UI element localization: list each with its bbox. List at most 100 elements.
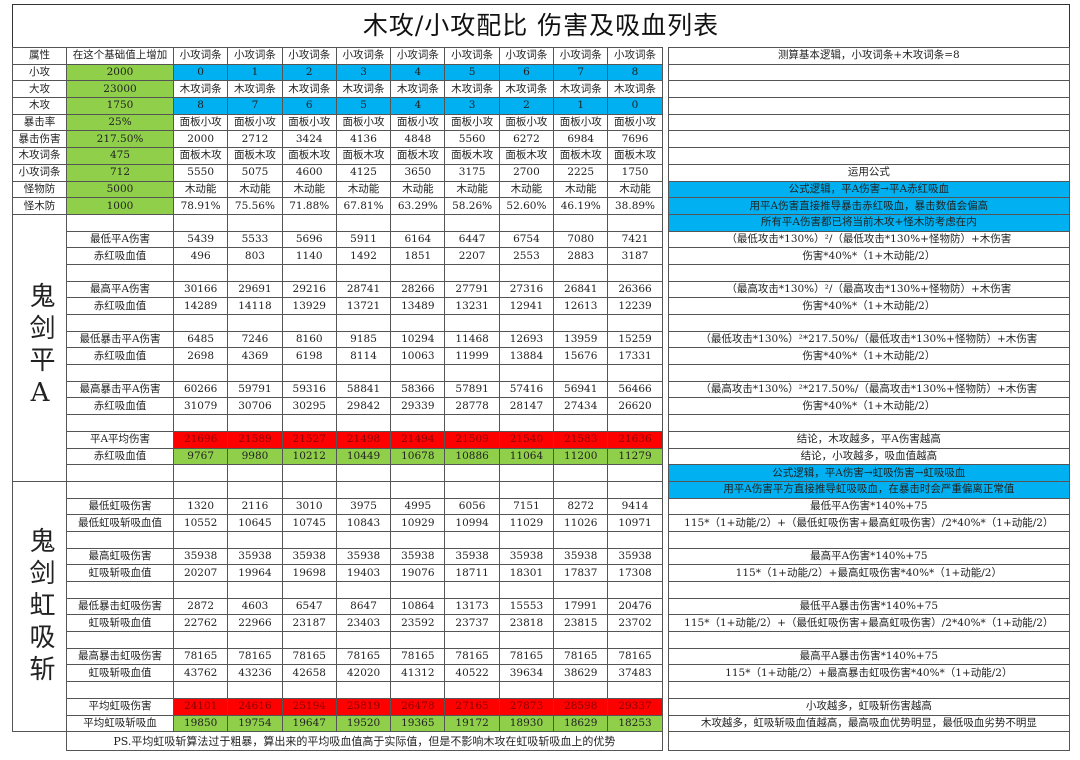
note-cell[interactable] [667, 147, 1071, 165]
value-cell[interactable]: 24616 [227, 697, 283, 716]
param-cell[interactable]: 面板小攻 [335, 113, 392, 132]
value-cell[interactable] [390, 530, 446, 549]
param-cell[interactable]: 木攻词条 [172, 80, 229, 99]
value-cell[interactable]: 21589 [227, 430, 283, 449]
value-cell[interactable] [498, 581, 555, 599]
value-cell[interactable]: 1492 [335, 247, 392, 265]
value-cell[interactable] [281, 263, 337, 282]
param-cell[interactable]: 1750 [607, 163, 663, 182]
value-cell[interactable] [335, 581, 392, 599]
value-cell[interactable]: 17331 [607, 347, 663, 366]
value-cell[interactable]: 19403 [335, 564, 392, 582]
param-base[interactable]: 2000 [66, 63, 174, 82]
value-cell[interactable] [553, 581, 609, 599]
value-cell[interactable]: 21696 [172, 430, 229, 449]
value-cell[interactable] [553, 414, 609, 432]
section-label[interactable]: 鬼剑平A [12, 213, 67, 482]
param-cell[interactable]: 3175 [444, 163, 500, 182]
param-cell[interactable]: 面板小攻 [281, 113, 337, 132]
value-cell[interactable]: 22762 [172, 614, 229, 633]
param-cell[interactable]: 面板小攻 [172, 113, 229, 132]
value-cell[interactable]: 13884 [498, 347, 555, 366]
value-cell[interactable]: 21540 [498, 430, 555, 449]
value-cell[interactable]: 21583 [553, 430, 609, 449]
value-cell[interactable] [553, 631, 609, 649]
value-cell[interactable]: 19647 [281, 714, 337, 733]
value-cell[interactable]: 41312 [390, 664, 446, 683]
param-cell[interactable]: 面板小攻 [553, 113, 609, 132]
param-cell[interactable]: 78.91% [172, 197, 229, 215]
value-cell[interactable]: 13489 [390, 297, 446, 315]
value-cell[interactable] [444, 314, 500, 332]
param-cell[interactable]: 71.88% [281, 197, 337, 215]
param-cell[interactable]: 8 [172, 97, 229, 115]
value-cell[interactable]: 11029 [498, 514, 555, 532]
param-cell[interactable]: 木攻词条 [281, 80, 337, 99]
param-base[interactable]: 475 [66, 147, 174, 165]
param-cell[interactable]: 木动能 [172, 180, 229, 199]
value-cell[interactable]: 21527 [281, 430, 337, 449]
value-cell[interactable]: 4995 [390, 497, 446, 516]
row-label[interactable]: 最低虹吸斩吸血值 [66, 514, 174, 532]
value-cell[interactable] [335, 480, 392, 499]
header-col[interactable]: 小攻词条 [553, 47, 609, 65]
row-label[interactable]: 最低暴击虹吸伤害 [66, 597, 174, 616]
param-label[interactable]: 木攻词条 [12, 147, 67, 165]
value-cell[interactable] [553, 314, 609, 332]
value-cell[interactable]: 20207 [172, 564, 229, 582]
note-cell[interactable]: 伤害*40%*（1+木动能/2） [667, 297, 1071, 315]
value-cell[interactable]: 6198 [281, 347, 337, 366]
value-cell[interactable]: 56941 [553, 380, 609, 399]
row-label[interactable]: 赤红吸血值 [66, 247, 174, 265]
value-cell[interactable] [444, 263, 500, 282]
value-cell[interactable] [607, 631, 663, 649]
row-label[interactable]: 最低虹吸伤害 [66, 497, 174, 516]
param-cell[interactable]: 0 [607, 97, 663, 115]
param-cell[interactable]: 木动能 [281, 180, 337, 199]
row-label[interactable]: 最高虹吸伤害 [66, 547, 174, 566]
value-cell[interactable] [498, 530, 555, 549]
value-cell[interactable] [390, 681, 446, 699]
header-col[interactable]: 小攻词条 [172, 47, 229, 65]
row-label[interactable]: 最高暴击虹吸伤害 [66, 647, 174, 666]
value-cell[interactable]: 10678 [390, 447, 446, 466]
value-cell[interactable]: 19698 [281, 564, 337, 582]
value-cell[interactable] [390, 581, 446, 599]
param-cell[interactable]: 46.19% [553, 197, 609, 215]
value-cell[interactable]: 8114 [335, 347, 392, 366]
value-cell[interactable] [607, 530, 663, 549]
param-cell[interactable]: 2225 [553, 163, 609, 182]
value-cell[interactable]: 25194 [281, 697, 337, 716]
value-cell[interactable] [172, 464, 229, 482]
value-cell[interactable]: 22966 [227, 614, 283, 633]
header-col[interactable]: 小攻词条 [227, 47, 283, 65]
param-cell[interactable]: 木攻词条 [444, 80, 500, 99]
param-cell[interactable]: 木攻词条 [607, 80, 663, 99]
value-cell[interactable]: 35938 [281, 547, 337, 566]
value-cell[interactable]: 17308 [607, 564, 663, 582]
value-cell[interactable]: 20476 [607, 597, 663, 616]
value-cell[interactable] [444, 464, 500, 482]
param-cell[interactable]: 木动能 [227, 180, 283, 199]
value-cell[interactable]: 57891 [444, 380, 500, 399]
value-cell[interactable] [607, 681, 663, 699]
value-cell[interactable]: 7246 [227, 330, 283, 349]
value-cell[interactable] [607, 314, 663, 332]
value-cell[interactable] [498, 414, 555, 432]
value-cell[interactable]: 496 [172, 247, 229, 265]
value-cell[interactable]: 78165 [607, 647, 663, 666]
value-cell[interactable] [172, 263, 229, 282]
value-cell[interactable]: 30706 [227, 397, 283, 416]
value-cell[interactable]: 9185 [335, 330, 392, 349]
value-cell[interactable]: 23737 [444, 614, 500, 633]
note-cell[interactable]: （最低攻击*130%）²*217.50%/（最低攻击*130%+怪物防）+木伤害 [667, 330, 1071, 349]
value-cell[interactable]: 11999 [444, 347, 500, 366]
value-cell[interactable]: 21494 [390, 430, 446, 449]
value-cell[interactable] [390, 314, 446, 332]
section-label[interactable]: 鬼剑虹吸斩 [12, 480, 67, 733]
row-label[interactable]: 赤红吸血值 [66, 347, 174, 366]
value-cell[interactable] [335, 464, 392, 482]
value-cell[interactable] [498, 464, 555, 482]
value-cell[interactable]: 19172 [444, 714, 500, 733]
value-cell[interactable]: 13231 [444, 297, 500, 315]
